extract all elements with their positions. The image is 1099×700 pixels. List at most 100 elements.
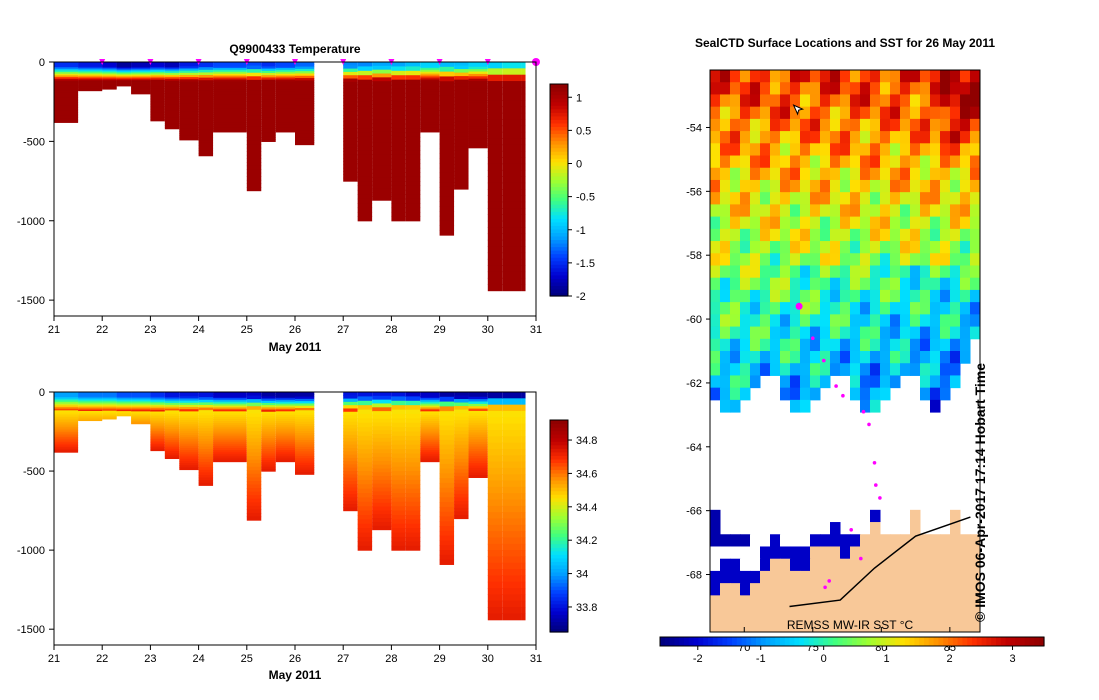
sst-cell [730, 228, 741, 242]
sst-cell [720, 70, 731, 83]
sst-cell [820, 583, 831, 596]
p1-profile-cell [116, 76, 132, 78]
p1-colorbar-cell [550, 140, 568, 145]
current-location-marker [795, 302, 803, 310]
p2-profile-cell [357, 392, 373, 397]
p1-colorbar-label: -0.5 [576, 192, 595, 204]
sst-cell [820, 351, 831, 364]
p2-profile-cell [405, 493, 421, 499]
p1-profile-cell [502, 182, 522, 190]
p1-profile-cell [179, 103, 199, 106]
sst-cell [970, 314, 981, 328]
sst-cell [760, 94, 771, 108]
p2-profile-cell [179, 411, 199, 415]
p1-profile-cell [357, 101, 373, 107]
p2-profile-cell [78, 399, 103, 402]
p1-profile-cell [502, 265, 522, 273]
p1-profile-cell [454, 104, 469, 109]
p1-profile-cell [487, 201, 503, 209]
p2-profile-cell [405, 413, 421, 419]
p2-profile-cell [405, 405, 421, 411]
p1-profile-cell [78, 87, 103, 89]
sst-cell [870, 509, 881, 523]
p1-profile-cell [275, 116, 295, 119]
p1-profile-cell [275, 129, 295, 133]
sst-colorbar-cell [866, 637, 872, 646]
p2-profile-cell [131, 393, 151, 396]
p2-profile-cell [439, 549, 455, 556]
p2-profile-cell [295, 401, 315, 405]
p1-profile-cell [372, 169, 392, 174]
p1-profile-cell [439, 191, 455, 198]
sst-cell [860, 216, 871, 230]
p2-profile-cell [179, 400, 199, 404]
sst-cell [820, 326, 831, 340]
sst-cell [860, 131, 871, 144]
sst-cell [890, 131, 901, 144]
p1-colorbar-cell [550, 151, 568, 156]
p1-profile-cell [343, 154, 358, 159]
sst-cell [730, 399, 741, 413]
p2-profile-cell [116, 411, 132, 414]
sst-cell [910, 253, 921, 266]
p2-profile-cell [521, 512, 526, 520]
sst-cell [710, 338, 721, 352]
p1-profile-cell [372, 157, 392, 163]
p1-profile-cell [131, 74, 151, 76]
sst-cell [890, 338, 901, 352]
sst-cell [870, 314, 881, 328]
p2-profile-cell [343, 461, 358, 466]
p1-profile-cell [164, 124, 180, 128]
p2-profile-cell [357, 435, 373, 441]
sst-cell [950, 326, 961, 340]
sst-cell [890, 241, 901, 254]
sst-cell [940, 619, 951, 633]
p2-profile-cell [131, 413, 151, 416]
p2-colorbar-cell [550, 561, 568, 566]
p1-profile-cell [164, 65, 180, 69]
p1-profile-cell [372, 173, 392, 178]
p1-profile-cell [261, 97, 276, 101]
p1-profile-cell [295, 103, 315, 107]
sst-cell [760, 302, 771, 315]
p1-profile-cell [213, 69, 247, 73]
p2-profile-cell [487, 575, 503, 583]
sst-cell [870, 558, 881, 572]
p1-profile-cell [391, 75, 406, 81]
sst-cell [760, 204, 771, 218]
sst-cell [880, 253, 891, 266]
p1-colorbar-cell [550, 91, 568, 96]
p2-profile-cell [502, 429, 522, 437]
p2-profile-cell [246, 438, 262, 443]
sst-colorbar-cell [784, 637, 791, 646]
p1-profile-cell [502, 239, 522, 247]
p2-profile-cell [439, 482, 455, 489]
p1-profile-cell [198, 129, 214, 133]
p2-profile-cell [502, 461, 522, 469]
p2-profile-cell [164, 414, 180, 417]
p2-profile-cell [468, 472, 488, 476]
sst-cell [770, 192, 781, 205]
p1-colorbar-cell [550, 214, 568, 219]
p1-profile-cell [131, 91, 151, 93]
p1-profile-cell [78, 69, 103, 72]
p2-profile-cell [102, 407, 117, 410]
p1-profile-cell [116, 85, 132, 87]
p2-profile-cell [420, 403, 440, 407]
p2-colorbar-cell [550, 441, 568, 446]
p2-profile-cell [131, 420, 151, 423]
p2-profile-cell [179, 428, 199, 432]
sst-cell [970, 155, 981, 169]
p1-profile-cell [261, 132, 276, 136]
p1-profile-cell [295, 142, 315, 146]
p1-profile-cell [78, 88, 103, 90]
sst-cell [920, 94, 931, 108]
p1-profile-cell [405, 172, 421, 178]
p2-profile-cell [454, 406, 469, 411]
p2-profile-cell [275, 411, 295, 414]
p2-y-tick-label: -1500 [17, 624, 45, 636]
p1-profile-cell [487, 252, 503, 260]
sst-cell [850, 534, 861, 547]
sst-cell [920, 546, 931, 560]
sst-cell [960, 326, 971, 340]
